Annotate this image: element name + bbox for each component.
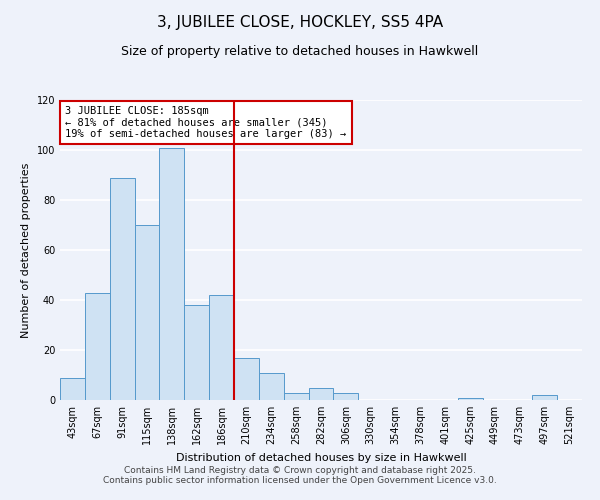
Text: 3, JUBILEE CLOSE, HOCKLEY, SS5 4PA: 3, JUBILEE CLOSE, HOCKLEY, SS5 4PA — [157, 15, 443, 30]
Bar — [60, 378, 85, 400]
Bar — [134, 225, 160, 400]
Bar — [532, 395, 557, 400]
X-axis label: Distribution of detached houses by size in Hawkwell: Distribution of detached houses by size … — [176, 452, 466, 462]
Bar — [458, 398, 482, 400]
Bar — [259, 372, 284, 400]
Bar — [85, 292, 110, 400]
Text: Size of property relative to detached houses in Hawkwell: Size of property relative to detached ho… — [121, 45, 479, 58]
Bar — [334, 392, 358, 400]
Y-axis label: Number of detached properties: Number of detached properties — [21, 162, 31, 338]
Bar — [284, 392, 308, 400]
Text: 3 JUBILEE CLOSE: 185sqm
← 81% of detached houses are smaller (345)
19% of semi-d: 3 JUBILEE CLOSE: 185sqm ← 81% of detache… — [65, 106, 346, 139]
Bar — [110, 178, 134, 400]
Text: Contains HM Land Registry data © Crown copyright and database right 2025.
Contai: Contains HM Land Registry data © Crown c… — [103, 466, 497, 485]
Bar — [234, 358, 259, 400]
Bar — [308, 388, 334, 400]
Bar — [184, 305, 209, 400]
Bar — [160, 148, 184, 400]
Bar — [209, 295, 234, 400]
